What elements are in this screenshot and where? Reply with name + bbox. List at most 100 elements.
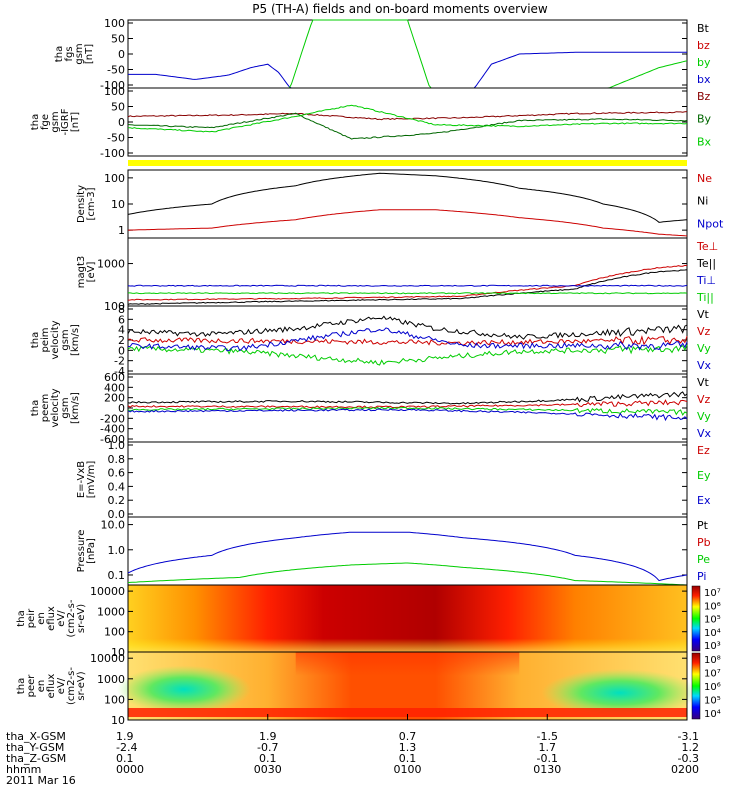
x-value: 0000 — [116, 763, 144, 776]
y-tick-label: 100 — [104, 17, 125, 30]
x-value: 0130 — [533, 763, 561, 776]
y-axis-label: en — [36, 612, 47, 625]
x-row-label: tha_X-GSM — [6, 730, 66, 743]
series-vel1-Vy — [127, 344, 688, 366]
x-value: 0.1 — [116, 752, 134, 765]
x-row-label: hhmm — [6, 763, 41, 776]
y-tick-label: 4 — [118, 324, 125, 337]
legend-temp-2: Ti⊥ — [696, 274, 716, 287]
series-vel1-Vz — [127, 335, 688, 346]
y-axis-label: [eV] — [86, 262, 97, 283]
legend-vel2-3: Vx — [697, 427, 712, 440]
plot-title: P5 (TH-A) fields and on-board moments ov… — [252, 2, 548, 16]
y-axis-label: tha — [30, 332, 41, 348]
x-value: -1.5 — [537, 730, 558, 743]
x-value: 1.2 — [682, 741, 700, 754]
y-tick-label: 400 — [104, 381, 125, 394]
y-tick-label: 1000 — [97, 258, 125, 271]
legend-pressure-1: Pb — [697, 536, 711, 549]
series-vel2-Vx — [127, 408, 688, 422]
x-value: -2.4 — [116, 741, 137, 754]
x-value: -0.7 — [257, 741, 278, 754]
y-axis-label: velocity — [50, 388, 61, 427]
colorbar-label: 10⁴ — [704, 709, 721, 720]
panel-el_spec: 10000 1000 100 10 tha peer en eflux eV/(cm2-s-sr… — [16, 651, 721, 727]
series-temp-Te⊥ — [127, 264, 688, 301]
legend-fge-0: Bz — [697, 90, 711, 103]
y-tick-label: 0 — [118, 402, 125, 415]
series-fgs-bx — [128, 51, 687, 89]
y-tick-label: 100 — [104, 626, 125, 639]
y-tick-label: 50 — [111, 33, 125, 46]
y-axis-label: -IGRF — [60, 108, 71, 135]
y-tick-label: 0.2 — [108, 494, 126, 507]
panel-efield: 1.00.80.60.40.20.0 E=-VxB [mV/m] Ez Ey Ex — [76, 439, 711, 521]
y-tick-label: -600 — [100, 433, 125, 446]
x-value: 0.1 — [259, 752, 277, 765]
y-tick-label: 0 — [118, 344, 125, 357]
panel-pressure: 10.0 1.0 0.1 Pressure [nPa] Pt Pb Pe Pi — [76, 516, 711, 586]
y-axis-label: magt3 — [76, 256, 87, 289]
electron-spectrogram-cold-right — [541, 669, 699, 717]
data-quality-bar — [128, 160, 687, 166]
panel-frame — [127, 87, 688, 157]
series-temp-Te|| — [127, 269, 688, 305]
y-axis-label: peim — [40, 327, 51, 352]
x-value: 1.3 — [399, 741, 417, 754]
y-tick-label: -400 — [100, 423, 125, 436]
y-axis-label: tha — [54, 46, 65, 62]
y-tick-label: -4 — [114, 365, 125, 378]
series-vel2-Vt — [127, 391, 688, 405]
y-tick-label: 0.0 — [108, 508, 126, 521]
y-axis-label: sr-eV) — [76, 671, 87, 700]
x-row-label: tha_Z-GSM — [6, 752, 66, 765]
y-axis-label: velocity — [50, 320, 61, 359]
y-axis-label: [nT] — [70, 112, 81, 132]
y-tick-label: 10000 — [90, 585, 125, 598]
legend-fgs-0: Bt — [697, 22, 710, 35]
legend-fge-1: By — [697, 113, 712, 126]
y-tick-label: 100 — [104, 693, 125, 706]
y-tick-label: -2 — [114, 355, 125, 368]
legend-temp-0: Te⊥ — [696, 240, 718, 253]
y-axis-label: gsm — [74, 43, 85, 64]
panel-frame — [127, 237, 688, 307]
y-tick-label: 0.8 — [108, 453, 126, 466]
legend-vel1-3: Vx — [697, 359, 712, 372]
panel-ion_spec: 10000 1000 100 10 tha peir en eflux eV/(cm2-s-sr… — [16, 584, 721, 659]
y-axis-label: (cm2-s- — [66, 667, 77, 705]
x-row-label: 2011 Mar 16 — [6, 774, 76, 787]
y-axis-label: peem — [40, 394, 51, 422]
y-axis-label: Density — [76, 185, 87, 223]
panel-frame — [127, 441, 688, 518]
y-axis-label: [nPa] — [86, 538, 97, 564]
x-value: -3.1 — [678, 730, 699, 743]
series-vel1-Vx — [127, 327, 688, 352]
y-tick-label: 1.0 — [108, 544, 126, 557]
y-axis-label: fgs — [64, 46, 75, 61]
series-temp-Ti⊥ — [127, 284, 688, 287]
colorbar-label: 10⁶ — [704, 682, 721, 693]
legend-vel2-2: Vy — [697, 410, 711, 423]
y-tick-label: -50 — [107, 64, 125, 77]
legend-temp-1: Te|| — [696, 257, 716, 270]
legend-vel2-1: Vz — [697, 393, 711, 406]
y-tick-label: 0 — [118, 48, 125, 61]
series-pressure-Pe — [127, 562, 688, 586]
y-tick-label: 600 — [104, 371, 125, 384]
legend-vel1-2: Vy — [697, 342, 711, 355]
colorbar-label: 10⁵ — [704, 696, 721, 707]
y-tick-label: 10 — [111, 198, 125, 211]
colorbar-label: 10⁶ — [704, 601, 721, 612]
series-density-Ni — [127, 172, 688, 223]
colorbar-label: 10⁸ — [704, 655, 721, 666]
y-axis-label: eV/ — [56, 610, 67, 627]
legend-vel1-1: Vz — [697, 325, 711, 338]
y-tick-label: 200 — [104, 392, 125, 405]
y-axis-label: en — [36, 680, 47, 693]
legend-vel2-0: Vt — [697, 376, 710, 389]
y-axis-label: [nT] — [84, 44, 95, 64]
legend-density-1: Ni — [697, 195, 708, 208]
